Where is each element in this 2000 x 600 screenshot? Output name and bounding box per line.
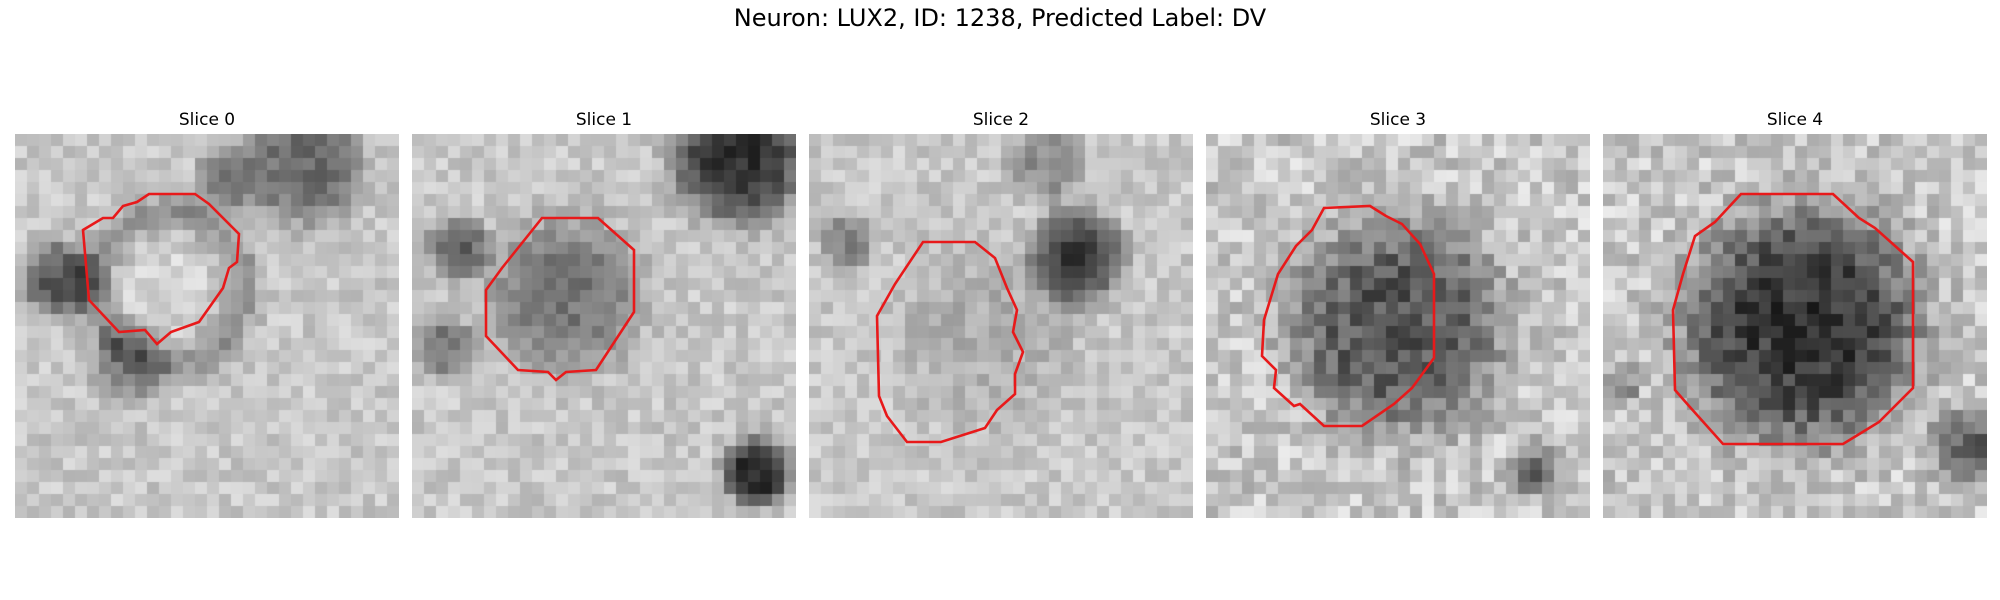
slice-title: Slice 1 <box>575 110 633 130</box>
roi-contour <box>1260 204 1436 428</box>
roi-outline <box>484 216 636 382</box>
roi-contour <box>81 192 241 346</box>
roi-contour <box>875 240 1025 444</box>
slice-image <box>15 134 399 518</box>
slice-image <box>1206 134 1590 518</box>
roi-outline <box>1260 204 1436 428</box>
slice-panel-2: Slice 2 <box>809 106 1193 518</box>
slice-title: Slice 0 <box>178 110 236 130</box>
slice-title: Slice 3 <box>1369 110 1427 130</box>
roi-outline <box>81 192 241 346</box>
slice-image <box>1603 134 1987 518</box>
roi-contour <box>1671 192 1915 446</box>
slice-panel-3: Slice 3 <box>1206 106 1590 518</box>
slice-title: Slice 4 <box>1766 110 1824 130</box>
roi-outline <box>1671 192 1915 446</box>
slice-image <box>412 134 796 518</box>
slice-title: Slice 2 <box>972 110 1030 130</box>
figure-title: Neuron: LUX2, ID: 1238, Predicted Label:… <box>733 4 1267 32</box>
slice-panel-0: Slice 0 <box>15 106 399 518</box>
slice-image <box>809 134 1193 518</box>
roi-contour <box>484 216 636 382</box>
slice-panel-4: Slice 4 <box>1603 106 1987 518</box>
roi-outline <box>875 240 1025 444</box>
slice-panel-1: Slice 1 <box>412 106 796 518</box>
